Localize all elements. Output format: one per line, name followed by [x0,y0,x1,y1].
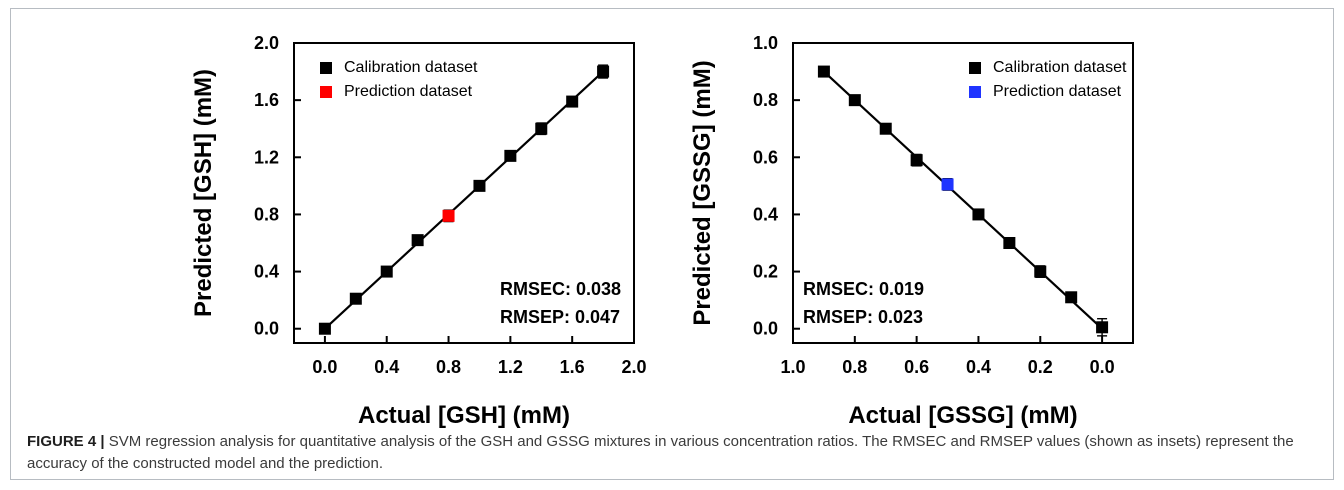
y-tick-label: 0.0 [254,319,279,339]
x-axis-label: Actual [GSH] (mM) [358,402,570,429]
calibration-data-point [1034,265,1047,278]
y-tick-label: 1.2 [254,147,279,167]
calibration-data-point [349,292,362,305]
gsh-chart-svg: 0.0 0.4 0.8 1.2 1.6 2.0 0.0 0.4 0.8 1.2 1.6 2.0 Actu… [190,33,647,429]
calibration-data-point [879,122,892,135]
y-tick-label: 0.8 [753,90,778,110]
y-tick-label: 0.4 [753,204,778,224]
legend-calibration-label: Calibration dataset [993,59,1127,76]
calibration-data-point [318,322,331,335]
x-tick-label: 1.2 [498,357,523,377]
y-tick-label: 0.6 [753,147,778,167]
calibration-data-point [504,149,517,162]
gsh-chart-panel: 0.0 0.4 0.8 1.2 1.6 2.0 0.0 0.4 0.8 1.2 1.6 2.0 Actu… [179,21,679,429]
plot-frame [792,42,1134,344]
legend-calibration-marker [969,62,981,74]
legend-prediction-label: Prediction dataset [344,83,473,100]
x-tick-label: 0.0 [1090,357,1115,377]
x-tick-label: 0.4 [966,357,991,377]
prediction-data-point [941,178,954,191]
y-axis-label: Predicted [GSSG] (mM) [689,60,716,325]
figure-caption: FIGURE 4 | SVM regression analysis for q… [27,431,1317,475]
plot-frame [293,42,635,344]
fit-line [324,70,604,330]
y-tick-label: 0.0 [753,319,778,339]
legend-prediction-marker [320,86,332,98]
calibration-data-point [972,208,985,221]
calibration-data-point [566,95,579,108]
calibration-data-point [380,265,393,278]
figure-label: FIGURE 4 | [27,433,105,450]
x-tick-label: 1.6 [560,357,585,377]
y-tick-label: 0.8 [254,204,279,224]
y-tick-label: 1.0 [753,33,778,53]
y-tick-label: 1.6 [254,90,279,110]
prediction-data-point [442,209,455,222]
rmsec-inset: RMSEC: 0.019 [803,279,924,299]
rmsep-inset: RMSEP: 0.047 [500,307,620,327]
x-tick-label: 2.0 [621,357,646,377]
y-axis-label: Predicted [GSH] (mM) [190,69,217,317]
calibration-data-point [1096,321,1109,334]
legend-prediction-marker [969,86,981,98]
calibration-data-point [1065,291,1078,304]
legend-calibration-label: Calibration dataset [344,59,478,76]
calibration-data-point [473,179,486,192]
fit-line [823,70,1103,330]
calibration-data-point [597,65,610,78]
x-tick-label: 0.8 [436,357,461,377]
calibration-data-point [411,234,424,247]
calibration-data-point [535,122,548,135]
x-tick-label: 1.0 [780,357,805,377]
y-tick-label: 0.4 [254,262,279,282]
gssg-chart-svg: 1.0 0.8 0.6 0.4 0.2 0.0 0.0 0.2 0.4 0.6 0.8 1.0 Actu… [689,33,1134,429]
legend-prediction-label: Prediction dataset [993,83,1122,100]
y-tick-label: 0.2 [753,262,778,282]
calibration-data-point [1003,237,1016,249]
rmsec-inset: RMSEC: 0.038 [500,279,621,299]
calibration-data-point [848,94,861,107]
legend-calibration-marker [320,62,332,74]
calibration-data-point [817,65,830,78]
x-tick-label: 0.6 [904,357,929,377]
x-tick-label: 0.4 [374,357,399,377]
x-axis-label: Actual [GSSG] (mM) [848,402,1077,429]
rmsep-inset: RMSEP: 0.023 [803,307,923,327]
x-tick-label: 0.2 [1028,357,1053,377]
gssg-chart-panel: 1.0 0.8 0.6 0.4 0.2 0.0 0.0 0.2 0.4 0.6 0.8 1.0 Actu… [678,21,1178,429]
figure-frame: 0.0 0.4 0.8 1.2 1.6 2.0 0.0 0.4 0.8 1.2 1.6 2.0 Actu… [10,8,1334,480]
x-tick-label: 0.8 [842,357,867,377]
y-tick-label: 2.0 [254,33,279,53]
figure-caption-text: SVM regression analysis for quantitative… [27,433,1294,472]
x-tick-label: 0.0 [312,357,337,377]
calibration-data-point [910,154,923,167]
